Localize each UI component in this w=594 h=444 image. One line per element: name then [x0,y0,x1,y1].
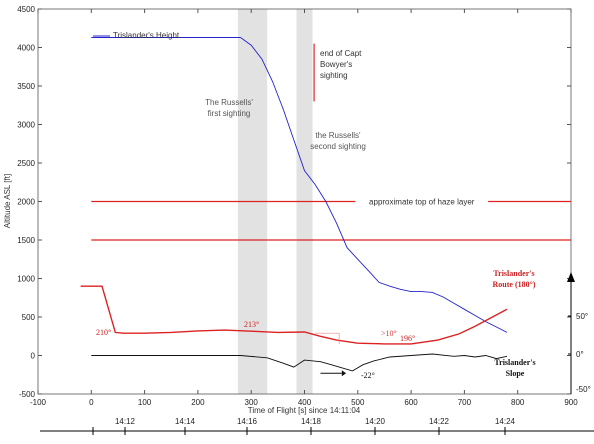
haze-label-bg-0 [355,196,489,207]
y-tick-label-10: 4500 [17,5,35,14]
right-tick-label-0: 0° [576,350,584,359]
x-ticks: -100 0 100 200 300 400 500 600 700 800 900 [30,9,578,407]
right-tick-label-minus50: -50° [576,385,591,394]
x-tick-label-9: 800 [511,398,525,407]
time-tick-label-2: 14:16 [237,417,258,426]
slope-series-line [91,353,508,372]
bowyer-label-1: end of Capt [320,49,362,58]
y-tick-label-4: 1500 [17,236,35,245]
x-tick-label-3: 200 [191,398,205,407]
x-tick-label-6: 500 [351,398,365,407]
x-tick-label-0: -100 [30,398,47,407]
y-tick-label-2: 500 [22,313,36,322]
x-tick-label-2: 100 [138,398,152,407]
first-sighting-label: The Russells' [205,98,253,107]
first-sighting-label-2: first sighting [208,109,251,118]
time-ticks: 14:12 14:14 14:16 14:18 14:20 14:22 14:24 [92,417,516,435]
second-sighting-label: the Russells' [315,131,361,140]
heading-213: 213° [244,320,259,329]
x-tick-label-8: 700 [458,398,472,407]
slope-min: -22° [361,371,375,380]
time-tick-label-0: 14:12 [115,417,136,426]
time-tick-label-6: 14:24 [495,417,516,426]
heading-196: 196° [400,334,415,343]
x-tick-label-5: 400 [298,398,312,407]
slope-min-arrowhead [341,370,347,377]
x-tick-label-4: 300 [245,398,259,407]
time-tick-label-3: 14:18 [301,417,322,426]
y-tick-label-0: -500 [19,390,36,399]
x-tick-label-10: 900 [564,398,578,407]
heading-210: 210° [96,328,111,337]
right-tick-label-50: 50° [576,312,588,321]
right-axis-arrow [567,272,575,282]
x-axis-label: Time of Flight [s] since 14:11:04 [248,406,361,415]
route-series-line [80,285,508,345]
y-tick-label-3: 1000 [17,275,35,284]
route-label-2: Route (180°) [493,280,536,289]
time-tick-label-4: 14:20 [365,417,386,426]
route-label-1: Trislander's [493,269,534,278]
y-tick-label-7: 3000 [17,121,35,130]
haze-label-0: approximate top of haze layer [369,198,475,207]
y-tick-label-5: 2000 [17,198,35,207]
y-tick-label-6: 2500 [17,159,35,168]
time-tick-label-1: 14:14 [175,417,196,426]
y-tick-label-1: 0 [31,352,36,361]
y-axis-label: Altitude ASL [ft] [3,174,12,228]
second-sighting-label-2: second sighting [310,142,366,151]
bowyer-label-3: sighting [320,71,348,80]
slope-label-1: Trislander's [494,358,535,367]
bowyer-label-2: Bowyer's [320,60,352,69]
y-tick-label-9: 4000 [17,44,35,53]
legend-height-label: Trislander's Height [113,31,180,40]
slope-diff: >10° [381,329,397,338]
time-tick-label-5: 14:22 [429,417,450,426]
series-group [80,37,508,377]
x-tick-label-1: 0 [89,398,94,407]
y-tick-label-8: 3500 [17,82,35,91]
slope-label-2: Slope [506,369,525,378]
haze-lines: approximate top of haze layer [91,196,571,241]
x-tick-label-7: 600 [404,398,418,407]
height-series-line [91,37,508,333]
y-ticks: -500 0 500 1000 1500 2000 2500 3000 3500 4000 4500 [17,5,571,399]
